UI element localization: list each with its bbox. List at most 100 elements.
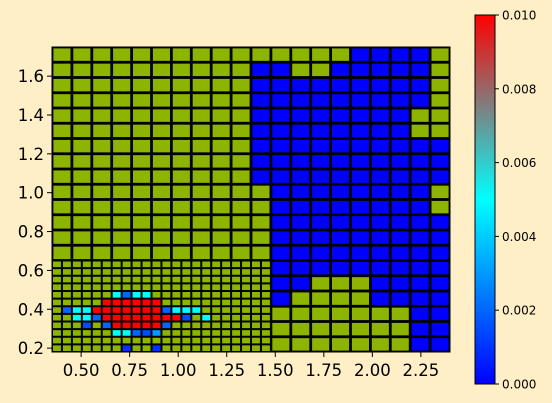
fine-cell: [122, 314, 131, 321]
fine-cell: [261, 337, 270, 344]
fine-cell: [62, 292, 71, 298]
fine-cell: [152, 261, 161, 268]
fine-cell: [261, 299, 270, 306]
fine-cell: [62, 345, 71, 352]
coarse-cell: [53, 155, 71, 168]
coarse-cell: [172, 185, 190, 199]
coarse-cell: [152, 155, 170, 168]
fine-cell: [242, 330, 250, 336]
y-tick-label: 0.4: [18, 300, 44, 319]
coarse-cell: [232, 246, 250, 260]
fine-cell: [192, 330, 201, 336]
fine-cell: [202, 322, 211, 329]
coarse-cell: [172, 139, 190, 153]
fine-cell: [261, 330, 270, 336]
fine-cell: [142, 314, 151, 321]
fine-cell: [212, 337, 221, 344]
coarse-cell: [411, 277, 429, 290]
x-tick-label: 0.50: [63, 361, 100, 380]
coarse-cell: [53, 216, 71, 229]
coarse-cell: [133, 94, 151, 107]
fine-cell: [202, 284, 211, 291]
fine-cell: [192, 276, 201, 283]
x-axis: 0.50 0.75 1.00 1.25 1.50 1.75 2.00 2.25: [63, 352, 439, 380]
coarse-cell: [292, 185, 310, 199]
fine-cell: [261, 314, 270, 321]
fine-cell: [112, 314, 121, 321]
coarse-cell: [411, 231, 429, 244]
fine-cell: [102, 299, 111, 306]
fine-cell: [261, 261, 270, 268]
fine-cell: [192, 337, 201, 344]
coarse-cell: [332, 124, 350, 138]
coarse-cell: [252, 231, 270, 244]
coarse-cell: [351, 216, 369, 229]
fine-cell: [162, 337, 171, 344]
coarse-cell: [232, 48, 250, 61]
coarse-cell: [212, 94, 230, 107]
fine-cell: [72, 307, 81, 313]
coarse-cell: [411, 322, 429, 336]
coarse-cell: [292, 139, 310, 153]
coarse-cell: [431, 63, 449, 77]
coarse-cell: [113, 139, 131, 153]
x-tick-label: 1.75: [305, 361, 342, 380]
coarse-cell: [351, 231, 369, 244]
coarse-cell: [371, 338, 389, 351]
coarse-cell: [93, 63, 111, 77]
fine-cell: [72, 269, 81, 275]
fine-cell: [122, 292, 131, 298]
coarse-cell: [272, 231, 290, 244]
coarse-cell: [391, 216, 409, 229]
coarse-cell: [113, 170, 131, 183]
y-tick-label: 1.0: [18, 184, 44, 203]
fine-cell: [222, 276, 231, 283]
fine-cell: [112, 307, 121, 313]
coarse-cell: [332, 109, 350, 122]
fine-cell: [182, 337, 191, 344]
coarse-cell: [252, 48, 270, 61]
coarse-cell: [152, 78, 170, 92]
fine-cell: [261, 276, 270, 283]
coarse-cell: [332, 231, 350, 244]
coarse-cell: [431, 261, 449, 275]
colorbar-tick-label: 0.000: [502, 378, 536, 392]
coarse-cell: [371, 78, 389, 92]
coarse-cell: [192, 170, 210, 183]
coarse-cell: [73, 216, 91, 229]
coarse-cell: [192, 94, 210, 107]
fine-cell: [252, 322, 260, 329]
fine-cell: [132, 284, 141, 291]
fine-cell: [82, 292, 91, 298]
fine-cell: [102, 322, 111, 329]
coarse-cell: [272, 124, 290, 138]
coarse-cell: [93, 231, 111, 244]
fine-cell: [112, 330, 121, 336]
coarse-cell: [312, 109, 330, 122]
coarse-cell: [53, 48, 71, 61]
fine-cell: [152, 322, 161, 329]
coarse-cell: [371, 277, 389, 290]
coarse-cell: [272, 155, 290, 168]
fine-cell: [242, 269, 250, 275]
coarse-cell: [93, 200, 111, 214]
coarse-cell: [312, 185, 330, 199]
fine-cell: [232, 330, 241, 336]
fine-cell: [242, 314, 250, 321]
fine-cell: [53, 269, 61, 275]
fine-cell: [152, 292, 161, 298]
coarse-cell: [212, 78, 230, 92]
colorbar-tick-label: 0.010: [502, 9, 536, 23]
coarse-cell: [73, 109, 91, 122]
y-tick-label: 1.4: [18, 106, 44, 125]
fine-cell: [53, 330, 61, 336]
coarse-cell: [312, 155, 330, 168]
coarse-cell: [411, 48, 429, 61]
coarse-cell: [212, 155, 230, 168]
fine-cell: [112, 337, 121, 344]
coarse-cell: [411, 261, 429, 275]
plot-area-background: [52, 47, 450, 352]
coarse-cell: [332, 322, 350, 336]
colorbar: [474, 14, 496, 385]
coarse-cell: [312, 139, 330, 153]
